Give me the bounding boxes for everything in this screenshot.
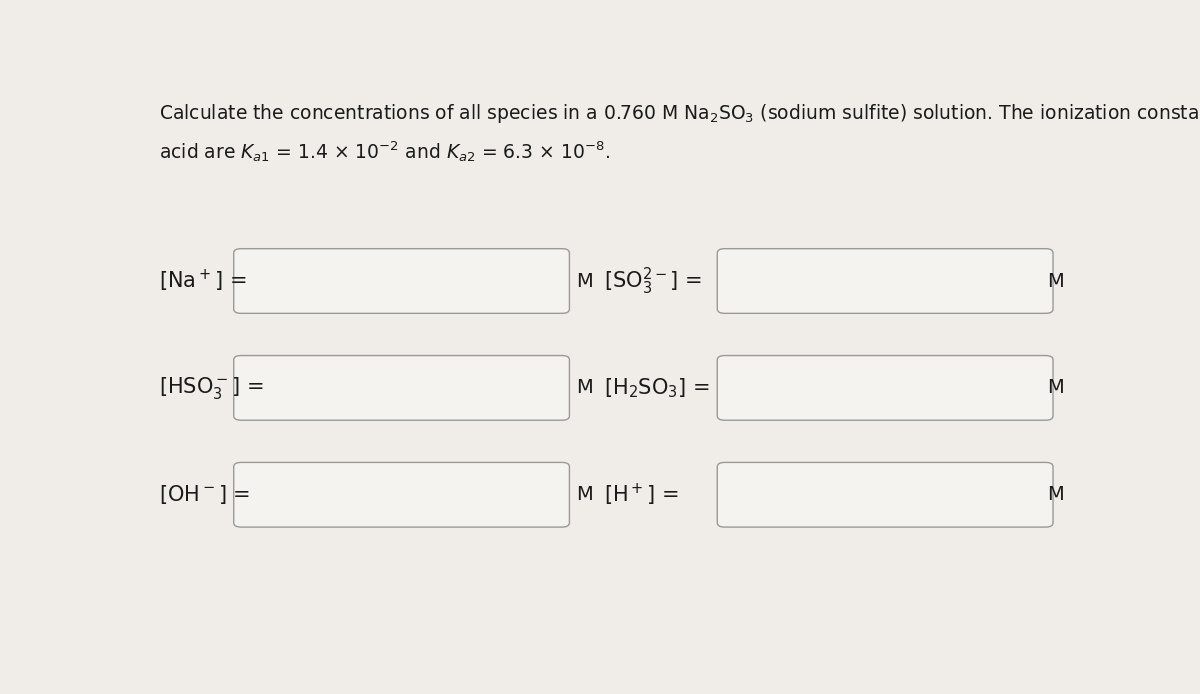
FancyBboxPatch shape xyxy=(234,248,570,313)
FancyBboxPatch shape xyxy=(234,355,570,420)
FancyBboxPatch shape xyxy=(718,248,1054,313)
Text: Calculate the concentrations of all species in a 0.760 M Na$_2$SO$_3$ (sodium su: Calculate the concentrations of all spec… xyxy=(160,102,1200,125)
Text: M: M xyxy=(576,485,593,505)
Text: $[{\rm OH}^-]$ =: $[{\rm OH}^-]$ = xyxy=(160,483,251,506)
FancyBboxPatch shape xyxy=(234,462,570,527)
Text: $[{\rm H}_2{\rm SO}_3]$ =: $[{\rm H}_2{\rm SO}_3]$ = xyxy=(604,376,709,400)
Text: $[{\rm H}^+]$ =: $[{\rm H}^+]$ = xyxy=(604,482,678,508)
Text: M: M xyxy=(576,378,593,398)
Text: $[{\rm HSO}_3^-]$ =: $[{\rm HSO}_3^-]$ = xyxy=(160,375,264,401)
Text: $[{\rm SO}_3^{2-}]$ =: $[{\rm SO}_3^{2-}]$ = xyxy=(604,265,702,296)
Text: acid are $K_{a1}$ = 1.4 × 10$^{-2}$ and $K_{a2}$ = 6.3 × 10$^{-8}$.: acid are $K_{a1}$ = 1.4 × 10$^{-2}$ and … xyxy=(160,139,611,164)
Text: M: M xyxy=(1048,378,1064,398)
Text: M: M xyxy=(576,271,593,291)
FancyBboxPatch shape xyxy=(718,355,1054,420)
Text: $[{\rm Na}^+]$ =: $[{\rm Na}^+]$ = xyxy=(160,268,247,294)
Text: M: M xyxy=(1048,485,1064,505)
FancyBboxPatch shape xyxy=(718,462,1054,527)
Text: M: M xyxy=(1048,271,1064,291)
